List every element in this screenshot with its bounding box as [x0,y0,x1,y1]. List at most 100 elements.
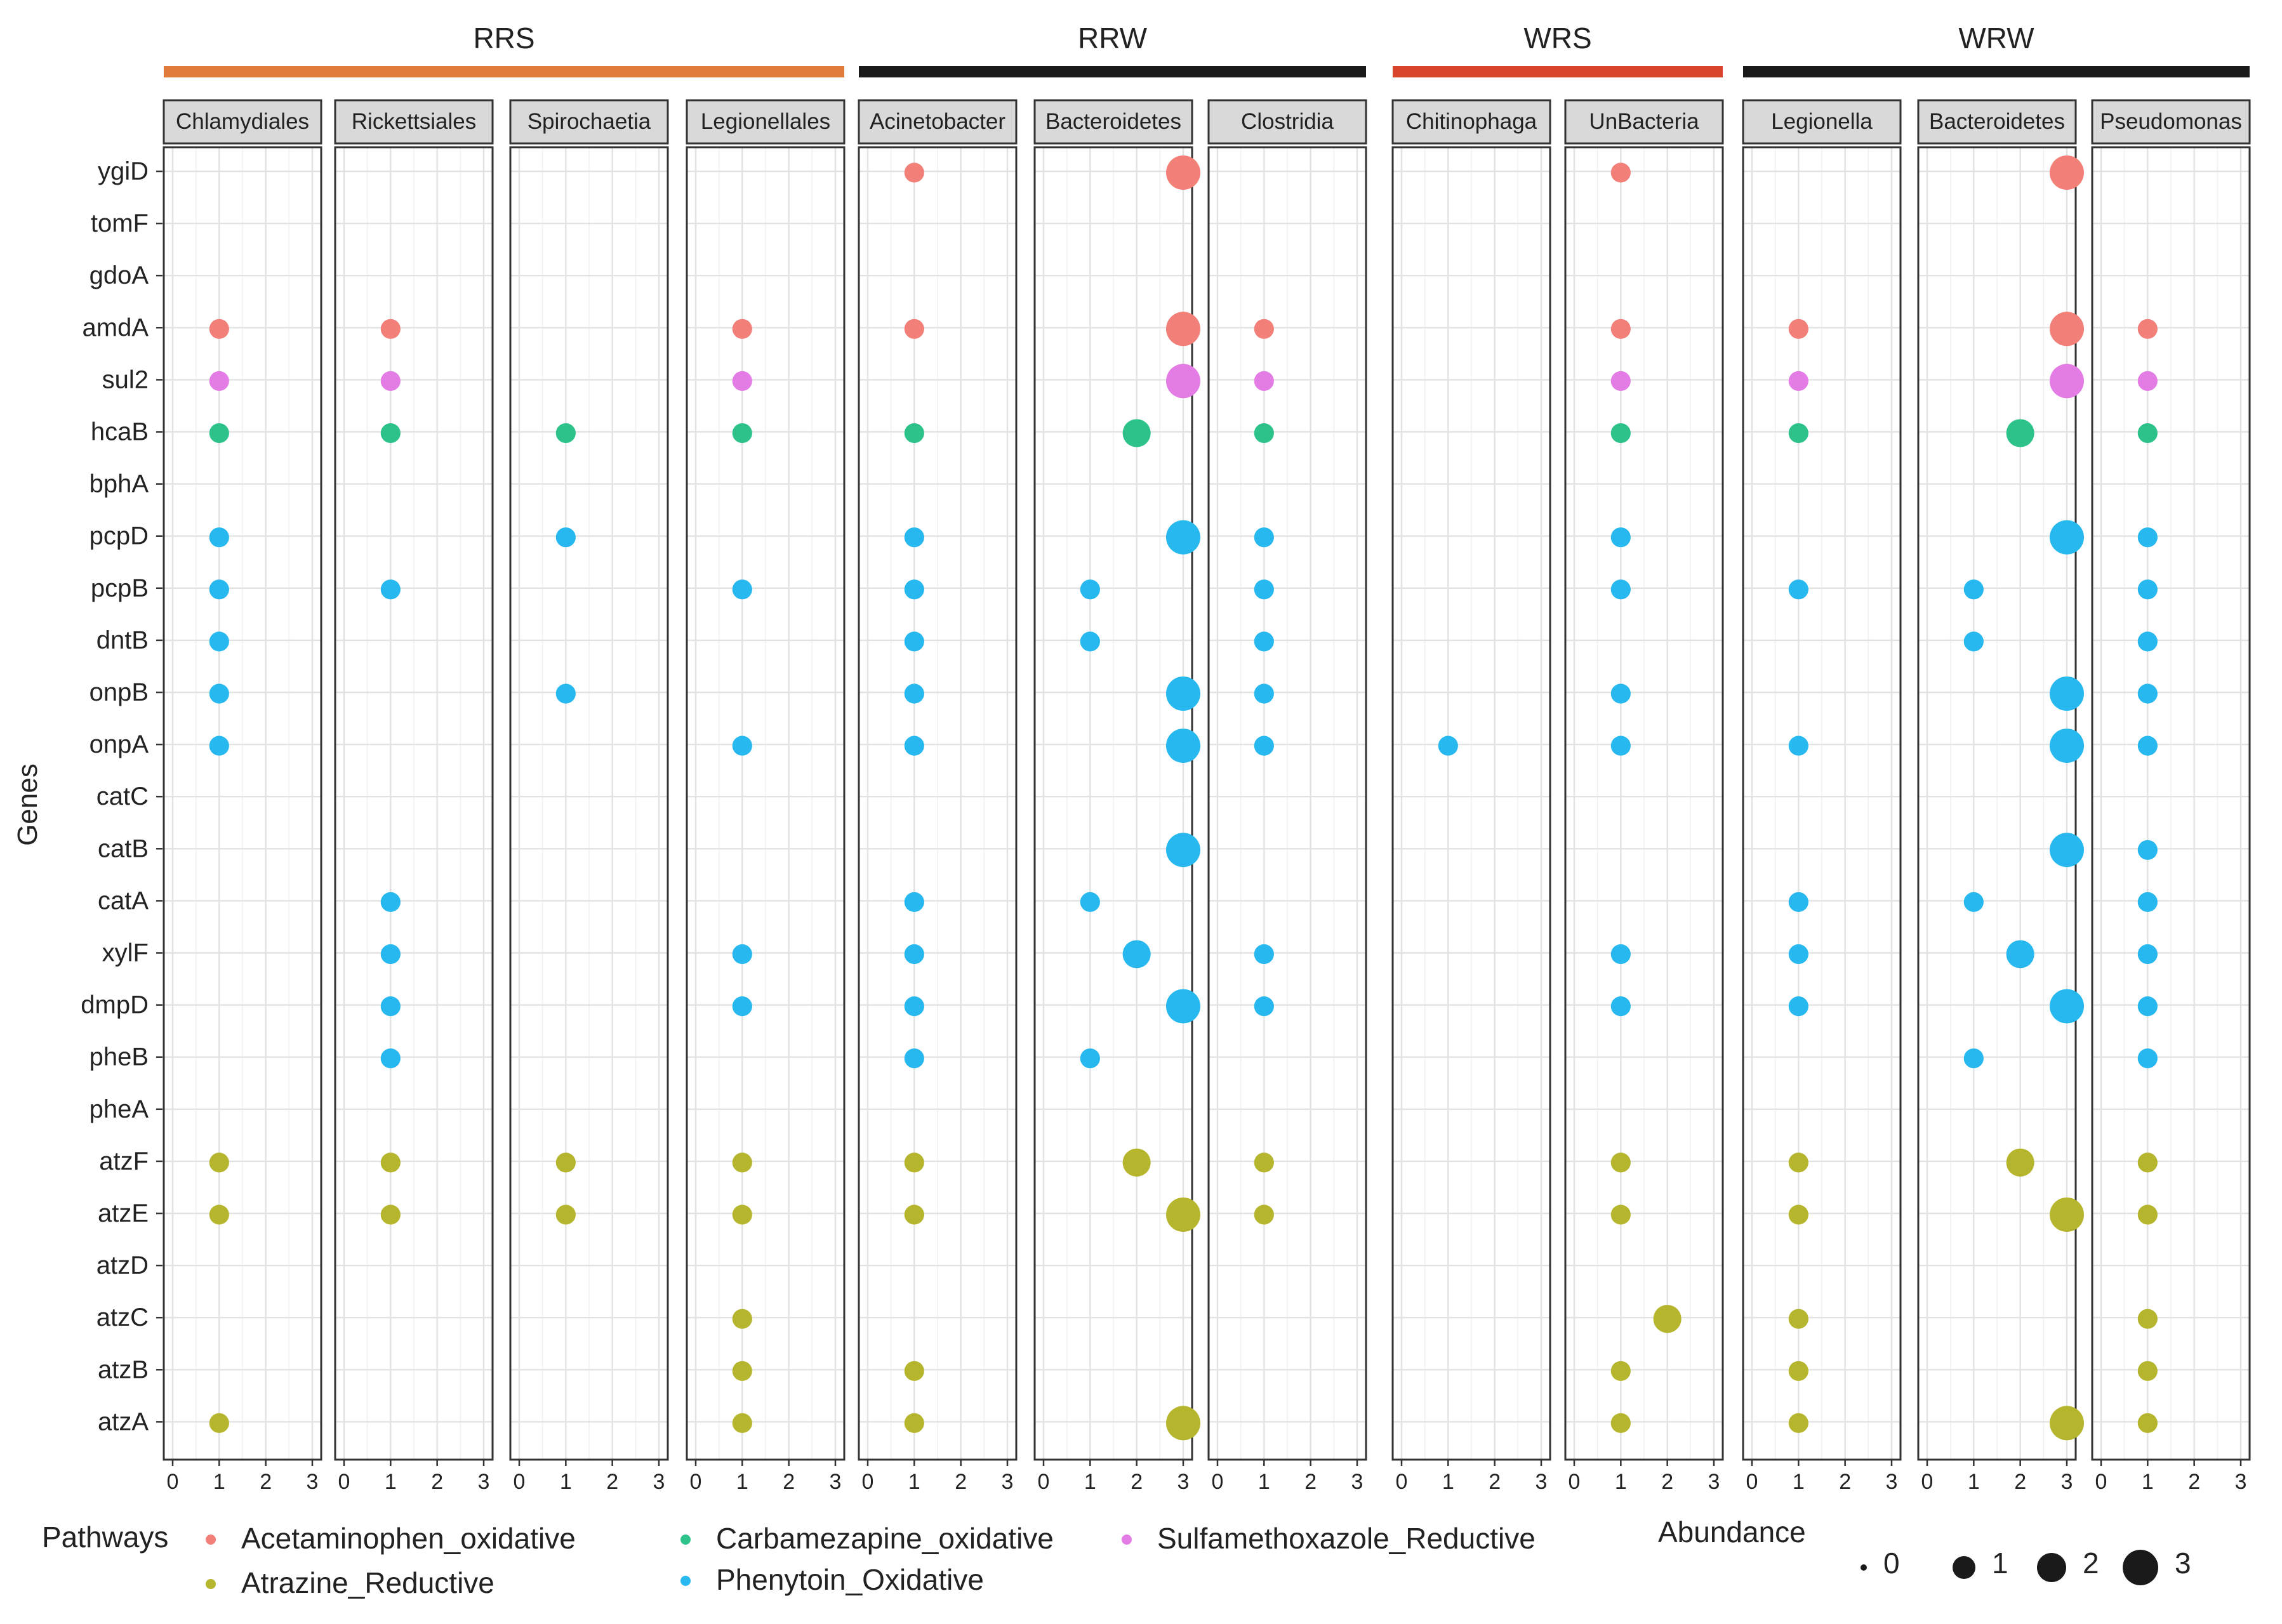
data-point [1788,1309,1808,1329]
x-tick-label: 3 [307,1470,319,1494]
data-point [2050,677,2084,711]
pathway-legend-label: Atrazine_Reductive [241,1566,494,1599]
data-point [380,579,401,600]
data-point [209,1413,229,1433]
x-tick-label: 3 [1002,1470,1014,1494]
data-point [1788,371,1808,391]
gene-label: sul2 [102,366,149,393]
group-bar [164,66,844,77]
panel-border [1207,146,1367,1461]
abundance-legend-key [2037,1553,2066,1582]
panel-strip-label: Bacteroidetes [1045,109,1181,134]
gene-label: onpB [90,678,149,706]
data-point [1166,1406,1200,1441]
facet-panel: Acinetobacter 0 1 2 3 [858,99,1018,1494]
data-point [1254,996,1274,1017]
data-point [2050,989,2084,1024]
data-point [1122,1148,1151,1177]
data-point [1963,631,1984,652]
data-point [732,1309,752,1329]
gene-label: pcpD [90,522,149,550]
data-point [1788,944,1808,965]
data-point [732,1152,752,1173]
data-point [1610,527,1631,548]
x-tick-label: 1 [560,1470,572,1494]
panel-border [858,146,1018,1461]
panel-border [1391,146,1551,1461]
data-point [1610,162,1631,183]
data-point [1788,1205,1808,1225]
x-tick-label: 0 [514,1470,526,1494]
gene-label: atzB [98,1356,149,1383]
gene-label: atzC [96,1304,149,1331]
panel-strip-label: Clostridia [1241,109,1334,134]
panel-strip [2091,99,2251,145]
x-tick-label: 3 [830,1470,842,1494]
data-point [904,1152,924,1173]
data-point [1610,579,1631,600]
data-point [1254,944,1274,965]
group-label: WRW [1958,22,2034,55]
x-tick-label: 1 [908,1470,920,1494]
data-point [1788,579,1808,600]
data-point [1254,631,1274,652]
panel-strip-label: UnBacteria [1589,109,1699,134]
data-point [2137,736,2158,756]
data-point [904,996,924,1017]
gene-label: hcaB [91,418,149,446]
x-tick-label: 0 [690,1470,702,1494]
data-point [1254,527,1274,548]
data-point [2050,833,2084,868]
panel-strip [163,99,322,145]
gene-label: xylF [102,939,149,967]
data-point [1610,1413,1631,1433]
data-point [732,1413,752,1433]
panel-border [1917,146,2077,1461]
panel-strip-label: Acinetobacter [870,109,1005,134]
data-point [904,423,924,444]
gene-label: catC [96,782,149,810]
data-point [1788,892,1808,912]
x-tick-label: 0 [1038,1470,1050,1494]
panel-strip-label: Legionellales [701,109,830,134]
data-point [209,423,229,444]
data-point [2137,683,2158,704]
pathway-legend-key [680,1535,691,1545]
pathway-legend-key [206,1579,216,1589]
data-point [732,579,752,600]
data-point [380,1205,401,1225]
abundance-legend-key [1861,1564,1867,1571]
data-point [1610,736,1631,756]
data-point [1438,736,1458,756]
data-point [904,944,924,965]
data-point [1254,683,1274,704]
gene-label: ygiD [98,157,149,185]
data-point [1254,736,1274,756]
x-tick-label: 3 [2061,1470,2073,1494]
data-point [1166,155,1200,190]
panel-strip [858,99,1018,145]
data-point [209,631,229,652]
data-point [1166,312,1200,347]
x-tick-label: 3 [653,1470,665,1494]
panel-strip-label: Pseudomonas [2100,109,2242,134]
x-tick-label: 0 [862,1470,874,1494]
gene-label: tomF [91,209,149,237]
data-point [904,162,924,183]
x-tick-label: 1 [1615,1470,1627,1494]
data-point [904,527,924,548]
group-label: RRS [473,22,534,55]
pathway-legend-key [1122,1535,1132,1545]
data-point [209,736,229,756]
data-point [2050,155,2084,190]
abundance-legend-label: 1 [1992,1547,2008,1580]
data-point [1610,1205,1631,1225]
data-point [1254,423,1274,444]
panel-strip-label: Legionella [1771,109,1873,134]
data-point [1610,1361,1631,1381]
gene-label: atzF [99,1147,149,1175]
data-point [732,996,752,1017]
data-point [209,1205,229,1225]
data-point [2137,527,2158,548]
